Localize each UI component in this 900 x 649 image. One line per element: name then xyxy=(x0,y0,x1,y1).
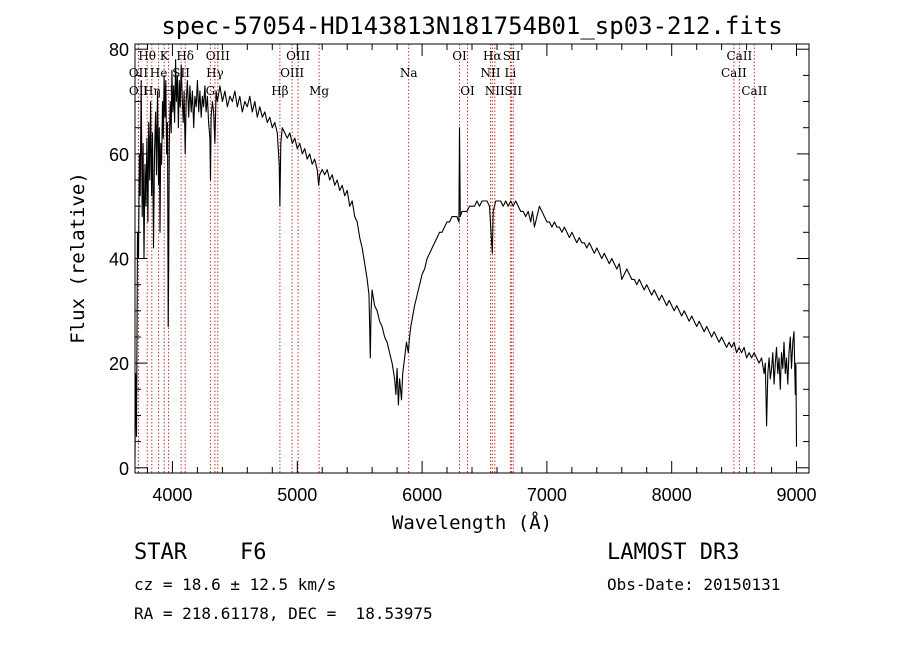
spectral-line-markers xyxy=(137,44,755,473)
x-tick-label-3: 7000 xyxy=(527,485,567,505)
line-label-19: Hα xyxy=(483,49,502,63)
line-label-10: Hγ xyxy=(206,66,224,80)
line-label-15: Mg xyxy=(309,84,329,98)
observation-date: Obs-Date: 20150131 xyxy=(607,575,781,594)
line-label-25: CaII xyxy=(726,49,752,63)
line-label-6: H xyxy=(163,84,173,98)
line-label-5: K xyxy=(160,49,170,63)
line-label-14: OIII xyxy=(280,66,304,80)
y-tick-label-4: 80 xyxy=(109,40,129,60)
x-tick-label-1: 5000 xyxy=(277,485,317,505)
line-label-22: SII xyxy=(503,49,521,63)
line-label-12: Hβ xyxy=(271,84,288,98)
line-label-3: Hη xyxy=(143,84,161,98)
coordinates: RA = 218.61178, DEC = 18.53975 xyxy=(134,604,433,623)
line-label-9: OIII xyxy=(206,49,230,63)
redshift-cz: cz = 18.6 ± 12.5 km/s xyxy=(134,575,337,594)
x-tick-label-2: 6000 xyxy=(402,485,442,505)
line-label-24: SII xyxy=(504,84,522,98)
line-label-1: OII xyxy=(129,66,149,80)
plot-axes xyxy=(134,43,810,474)
y-axis-label: Flux (relative) xyxy=(67,172,89,344)
line-label-13: OIII xyxy=(286,49,310,63)
y-tick-label-1: 20 xyxy=(109,354,129,374)
object-class: STAR xyxy=(134,540,187,565)
x-axis-label: Wavelength (Å) xyxy=(392,511,552,534)
line-label-21: NII xyxy=(485,84,505,98)
line-label-20: NII xyxy=(481,66,501,80)
axis-ticks: 4000 5000 6000 7000 8000 9000 0 20 40 60 80 xyxy=(109,40,817,505)
line-label-4: He xyxy=(150,66,168,80)
flux-series xyxy=(134,59,798,458)
survey-name: LAMOST DR3 xyxy=(607,540,740,565)
line-label-2: OII xyxy=(129,84,149,98)
x-tick-label-5: 9000 xyxy=(776,485,816,505)
line-label-17: OI xyxy=(452,49,467,63)
x-tick-label-0: 4000 xyxy=(152,485,192,505)
plot-frame xyxy=(134,43,810,474)
flux-line-0 xyxy=(134,59,798,458)
line-label-16: Na xyxy=(400,66,418,80)
object-subclass: F6 xyxy=(240,540,267,565)
chart-title: spec-57054-HD143813N181754B01_sp03-212.f… xyxy=(161,12,782,40)
line-label-11: G xyxy=(206,84,216,98)
y-tick-label-2: 40 xyxy=(109,250,129,270)
line-label-26: CaII xyxy=(721,66,747,80)
line-label-8: Hδ xyxy=(176,49,194,63)
y-tick-label-3: 60 xyxy=(109,145,129,165)
line-label-23: Li xyxy=(504,66,516,80)
line-label-0: Hθ xyxy=(138,49,156,63)
x-tick-label-4: 8000 xyxy=(652,485,692,505)
line-label-27: CaII xyxy=(741,84,767,98)
y-tick-label-0: 0 xyxy=(119,459,129,479)
line-label-18: OI xyxy=(460,84,475,98)
